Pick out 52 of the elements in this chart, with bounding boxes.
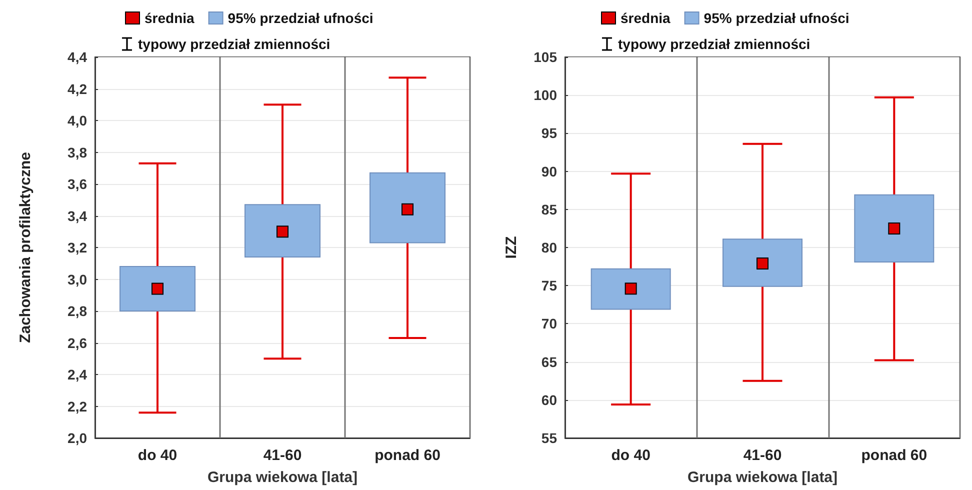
point — [152, 282, 164, 295]
y-tick-label: 2,8 — [68, 303, 88, 319]
bar — [370, 172, 446, 244]
y-tick-label: 2,0 — [68, 430, 88, 446]
y-tick-label: 95 — [541, 125, 558, 142]
y-tick-label: 3,0 — [68, 271, 88, 288]
x-tick-label: 41-60 — [743, 447, 782, 464]
legend-label: średnia — [620, 10, 671, 26]
bar — [244, 204, 320, 258]
y-tick-label: 60 — [541, 392, 558, 408]
y-tick-label: 85 — [541, 201, 558, 218]
y-tick-label: 80 — [541, 240, 558, 256]
bar — [722, 238, 802, 287]
y-tick-label: 2,6 — [68, 334, 88, 351]
y-tick-label: 105 — [534, 49, 558, 65]
y-axis-title: IZZ — [503, 236, 520, 259]
legend-label: 95% przedział ufności — [228, 10, 374, 26]
bar — [590, 268, 671, 310]
bar — [854, 194, 934, 262]
bar — [120, 266, 196, 312]
text: typowy przedział zmienności — [138, 36, 330, 52]
point — [402, 203, 414, 216]
y-tick-label: 3,6 — [68, 176, 88, 192]
y-tick-label: 75 — [541, 278, 558, 294]
point — [624, 282, 637, 295]
point — [756, 258, 768, 270]
x-axis-title: Grupa wiekowa [lata] — [687, 469, 838, 486]
x-tick-label: do 40 — [611, 447, 650, 464]
y-tick-label: 90 — [541, 163, 558, 180]
y-tick-label: 4,0 — [68, 112, 88, 128]
point — [276, 226, 288, 238]
y-tick-label: 100 — [534, 87, 558, 104]
text: typowy przedział zmienności — [618, 36, 810, 52]
x-tick-label: ponad 60 — [374, 447, 440, 464]
y-tick-label: 2,2 — [68, 398, 88, 414]
y-tick-label: 3,8 — [68, 144, 88, 160]
y-tick-label: 3,4 — [68, 208, 88, 224]
legend-label: średnia — [144, 10, 195, 26]
y-tick-label: 4,2 — [68, 80, 88, 97]
y-tick-label: 70 — [541, 316, 558, 332]
y-tick-label: 3,2 — [68, 240, 88, 256]
point — [888, 222, 900, 234]
y-tick-label: 4,4 — [68, 49, 88, 65]
y-tick-label: 65 — [541, 354, 558, 370]
y-axis-title: Zachowania profilaktyczne — [17, 152, 34, 343]
y-tick-label: 2,4 — [68, 366, 88, 382]
x-axis-title: Grupa wiekowa [lata] — [207, 469, 358, 486]
y-tick-label: 55 — [541, 430, 558, 446]
legend-label: 95% przedział ufności — [704, 10, 850, 26]
x-tick-label: ponad 60 — [861, 447, 928, 464]
x-tick-label: 41-60 — [263, 447, 302, 464]
x-tick-label: do 40 — [138, 447, 178, 464]
